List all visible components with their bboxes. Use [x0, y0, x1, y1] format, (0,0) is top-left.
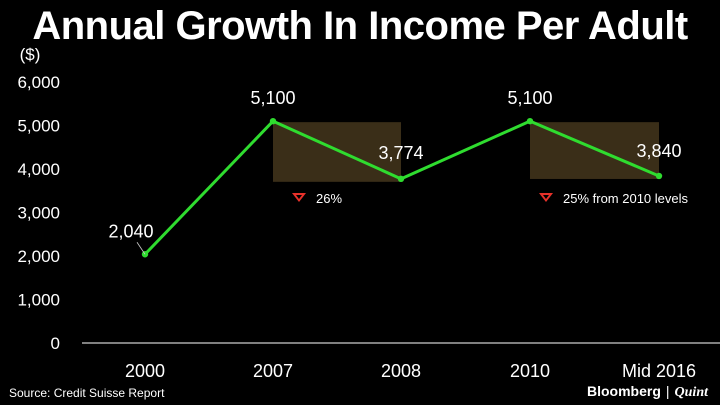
data-label: 3,840 — [636, 141, 681, 161]
down-triangle-icon-inner — [543, 195, 549, 199]
data-label: 3,774 — [378, 143, 423, 163]
annotation-text: 25% from 2010 levels — [563, 191, 689, 206]
x-tick-label: 2007 — [253, 361, 293, 381]
y-axis: ($) 0 1,000 2,000 3,000 4,000 5,000 6,000 — [17, 45, 60, 353]
y-tick-label: 6,000 — [17, 73, 60, 92]
y-tick-label: 3,000 — [17, 204, 60, 223]
brand-logo: Bloomberg | Quint — [587, 383, 708, 401]
data-label: 5,100 — [250, 88, 295, 108]
x-tick-label: 2008 — [381, 361, 421, 381]
annotations: 26% 25% from 2010 levels — [292, 191, 689, 206]
chart-title: Annual Growth In Income Per Adult — [32, 4, 688, 48]
y-tick-label: 0 — [51, 334, 60, 353]
y-tick-label: 1,000 — [17, 291, 60, 310]
x-tick-label: 2010 — [510, 361, 550, 381]
source-note: Source: Credit Suisse Report — [9, 386, 165, 400]
data-point — [397, 175, 405, 183]
annotation-text: 26% — [316, 191, 342, 206]
y-tick-label: 4,000 — [17, 160, 60, 179]
data-point — [526, 117, 534, 125]
data-point — [269, 117, 277, 125]
brand-separator: | — [665, 383, 670, 399]
x-tick-label: 2000 — [125, 361, 165, 381]
x-tick-label: Mid 2016 — [622, 361, 696, 381]
data-label: 5,100 — [507, 88, 552, 108]
data-label: 2,040 — [108, 221, 153, 241]
y-tick-label: 5,000 — [17, 117, 60, 136]
label-leader-line — [136, 242, 146, 255]
data-labels: 2,040 5,100 3,774 5,100 3,840 — [108, 88, 682, 255]
y-axis-unit-label: ($) — [20, 45, 41, 64]
down-triangle-icon-inner — [296, 195, 302, 199]
brand-partner: Quint — [674, 385, 708, 400]
data-point — [655, 172, 663, 180]
x-axis: 2000 2007 2008 2010 Mid 2016 — [82, 342, 720, 381]
brand-name: Bloomberg — [587, 383, 661, 399]
y-tick-label: 2,000 — [17, 247, 60, 266]
